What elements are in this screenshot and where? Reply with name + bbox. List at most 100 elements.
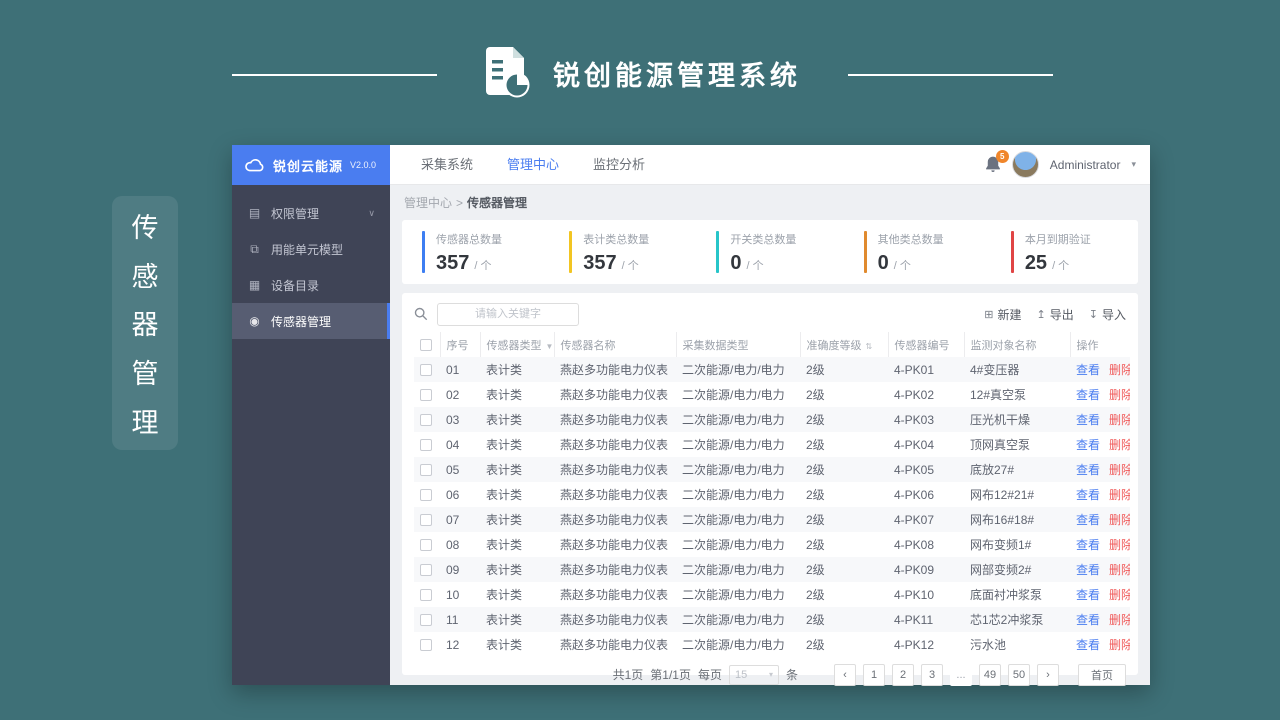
view-link[interactable]: 查看 xyxy=(1076,563,1101,577)
cell-sensor-code: 4-PK06 xyxy=(894,487,935,502)
chevron-down-icon: ∨ xyxy=(368,207,375,218)
delete-link[interactable]: 删除 xyxy=(1109,413,1130,427)
breadcrumb-parent[interactable]: 管理中心 xyxy=(404,196,453,210)
import-button[interactable]: ↧ 导入 xyxy=(1088,307,1126,322)
view-link[interactable]: 查看 xyxy=(1076,388,1101,402)
notification-badge: 5 xyxy=(995,150,1009,163)
sort-icon[interactable]: ⇅ xyxy=(865,341,873,351)
row-checkbox[interactable] xyxy=(420,614,432,627)
row-checkbox[interactable] xyxy=(420,589,432,602)
cell-accuracy: 2级 xyxy=(806,588,825,602)
col-no: 序号 xyxy=(439,332,480,357)
delete-link[interactable]: 删除 xyxy=(1109,488,1130,502)
page-button-2[interactable]: 2 xyxy=(892,663,914,686)
view-link[interactable]: 查看 xyxy=(1076,588,1101,602)
search-input[interactable] xyxy=(437,302,579,326)
row-checkbox[interactable] xyxy=(420,539,432,552)
cell-accuracy: 2级 xyxy=(806,363,825,377)
per-page-select[interactable]: 15 ▾ xyxy=(728,664,779,685)
view-link[interactable]: 查看 xyxy=(1076,638,1101,652)
avatar[interactable] xyxy=(1011,151,1039,178)
page-button-1[interactable]: 1 xyxy=(863,663,885,686)
delete-link[interactable]: 删除 xyxy=(1109,388,1130,402)
model-nodes-icon: ⧉ xyxy=(250,241,259,256)
page-ellipsis: ... xyxy=(950,663,972,686)
col-actions: 操作 xyxy=(1069,332,1130,357)
tab-management-center[interactable]: 管理中心 xyxy=(507,156,560,172)
next-page-button[interactable]: › xyxy=(1037,663,1059,686)
banner: 锐创能源管理系统 xyxy=(479,44,801,103)
filter-icon[interactable]: ▼ xyxy=(545,341,554,351)
sidebar-item-permissions[interactable]: ▤ 权限管理 ∨ xyxy=(232,195,390,231)
sidebar-item-energy-unit-model[interactable]: ⧉ 用能单元模型 xyxy=(232,231,390,267)
page-title: 锐创能源管理系统 xyxy=(553,61,801,91)
view-link[interactable]: 查看 xyxy=(1076,438,1101,452)
row-checkbox[interactable] xyxy=(420,489,432,502)
delete-link[interactable]: 删除 xyxy=(1109,363,1130,377)
delete-link[interactable]: 删除 xyxy=(1109,563,1130,577)
sidebar-logo-text: 锐创云能源 xyxy=(273,158,344,174)
cell-target-name: 污水池 xyxy=(970,638,1007,652)
view-link[interactable]: 查看 xyxy=(1076,463,1101,477)
delete-link[interactable]: 删除 xyxy=(1109,438,1130,452)
view-link[interactable]: 查看 xyxy=(1076,363,1101,377)
tab-monitoring-analysis[interactable]: 监控分析 xyxy=(593,156,646,172)
cell-sensor-type: 表计类 xyxy=(486,388,523,402)
row-checkbox[interactable] xyxy=(420,639,432,652)
row-checkbox[interactable] xyxy=(420,514,432,527)
cell-actions: 查看 删除 xyxy=(1070,632,1130,657)
tab-collection-system[interactable]: 采集系统 xyxy=(421,156,474,172)
view-link[interactable]: 查看 xyxy=(1076,413,1101,427)
sidebar-item-sensor-management[interactable]: ◉ 传感器管理 xyxy=(232,303,390,339)
row-checkbox[interactable] xyxy=(420,389,432,402)
delete-link[interactable]: 删除 xyxy=(1109,588,1130,602)
banner-divider-right xyxy=(848,74,1053,76)
cell-actions: 查看 删除 xyxy=(1070,357,1130,382)
sidebar-version: V2.0.0 xyxy=(350,160,377,170)
export-icon: ↥ xyxy=(1036,308,1046,321)
notification-bell-icon[interactable]: 5 xyxy=(985,150,1009,173)
view-link[interactable]: 查看 xyxy=(1076,538,1101,552)
cell-target-name: 芯1芯2冲浆泵 xyxy=(970,613,1044,627)
view-link[interactable]: 查看 xyxy=(1076,513,1101,527)
stat-label: 传感器总数量 xyxy=(436,234,502,246)
first-page-button[interactable]: 首页 xyxy=(1078,663,1126,686)
row-checkbox[interactable] xyxy=(420,464,432,477)
user-name[interactable]: Administrator xyxy=(1049,157,1121,172)
export-button[interactable]: ↥ 导出 xyxy=(1036,307,1074,322)
app-logo-icon xyxy=(479,44,533,103)
breadcrumb: 管理中心 > 传感器管理 xyxy=(404,194,1136,211)
cell-sensor-type: 表计类 xyxy=(486,513,523,527)
cell-actions: 查看 删除 xyxy=(1070,432,1130,457)
col-accuracy: 准确度等级 ⇅ xyxy=(799,332,888,357)
view-link[interactable]: 查看 xyxy=(1076,613,1101,627)
table-row: 11 表计类 燕赵多功能电力仪表 二次能源/电力/电力 2级 4-PK11 芯1… xyxy=(414,607,1130,632)
page-button-49[interactable]: 49 xyxy=(979,663,1001,686)
cell-data-type: 二次能源/电力/电力 xyxy=(682,363,785,377)
delete-link[interactable]: 删除 xyxy=(1109,538,1130,552)
cell-sensor-code: 4-PK02 xyxy=(894,387,935,402)
row-checkbox[interactable] xyxy=(420,414,432,427)
sidebar: 锐创云能源 V2.0.0 ▤ 权限管理 ∨ ⧉ 用能单元模型 ▦ 设备目录 xyxy=(232,145,390,685)
row-checkbox[interactable] xyxy=(420,364,432,377)
table-row: 06 表计类 燕赵多功能电力仪表 二次能源/电力/电力 2级 4-PK06 网布… xyxy=(414,482,1130,507)
row-checkbox[interactable] xyxy=(420,564,432,577)
view-link[interactable]: 查看 xyxy=(1076,488,1101,502)
table-row: 02 表计类 燕赵多功能电力仪表 二次能源/电力/电力 2级 4-PK02 12… xyxy=(414,382,1130,407)
page-button-50[interactable]: 50 xyxy=(1008,663,1030,686)
cell-accuracy: 2级 xyxy=(806,538,825,552)
cell-no: 01 xyxy=(446,362,460,377)
sidebar-item-device-catalog[interactable]: ▦ 设备目录 xyxy=(232,267,390,303)
page-button-3[interactable]: 3 xyxy=(921,663,943,686)
delete-link[interactable]: 删除 xyxy=(1109,613,1130,627)
delete-link[interactable]: 删除 xyxy=(1109,638,1130,652)
prev-page-button[interactable]: ‹ xyxy=(834,663,856,686)
cell-no: 09 xyxy=(446,562,460,577)
delete-link[interactable]: 删除 xyxy=(1109,513,1130,527)
row-checkbox[interactable] xyxy=(420,439,432,452)
select-all-checkbox[interactable] xyxy=(420,338,432,351)
user-menu-caret-icon[interactable]: ▾ xyxy=(1131,159,1136,169)
cell-target-name: 底面衬冲浆泵 xyxy=(970,588,1043,602)
delete-link[interactable]: 删除 xyxy=(1109,463,1130,477)
new-button[interactable]: ⊞ 新建 xyxy=(984,307,1022,322)
